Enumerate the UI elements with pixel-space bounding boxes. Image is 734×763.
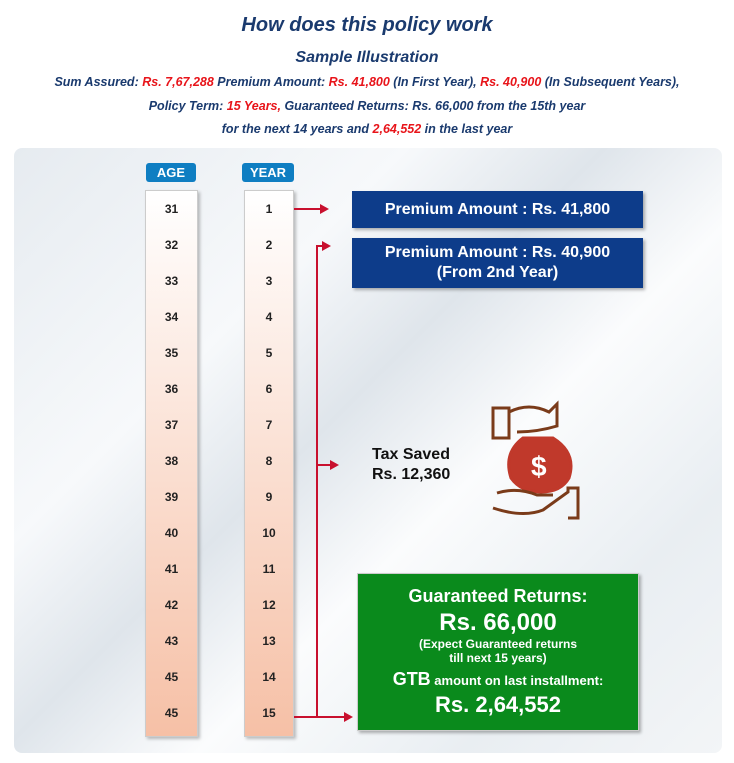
- age-cell: 40: [164, 526, 179, 540]
- premium-first-year-box: Premium Amount : Rs. 41,800: [352, 191, 643, 228]
- year-cell: 10: [262, 526, 276, 540]
- age-cell: 32: [164, 238, 179, 252]
- guaranteed-returns-box: Guaranteed Returns: Rs. 66,000 (Expect G…: [357, 573, 639, 731]
- tax-label: Tax Saved: [372, 446, 450, 463]
- year-cell: 2: [265, 238, 273, 252]
- arrow-icon: [344, 712, 353, 722]
- summary-line-1: Sum Assured: Rs. 7,67,288 Premium Amount…: [0, 75, 734, 89]
- tax-value: Rs. 12,360: [372, 466, 451, 483]
- premium2-note: (From 2nd Year): [436, 264, 559, 281]
- age-column: 31 32 33 34 35 36 37 38 39 40 41 42 43 45 45: [145, 190, 198, 737]
- connector-line: [294, 208, 320, 210]
- summary-segment: Policy Term:: [148, 99, 227, 113]
- year-cell: 12: [262, 598, 276, 612]
- year-cell: 5: [265, 346, 273, 360]
- arrow-icon: [320, 204, 329, 214]
- gtb-value: Rs. 2,64,552: [435, 692, 561, 717]
- connector-line: [316, 245, 318, 717]
- year-cell: 13: [262, 634, 276, 648]
- age-cell: 33: [164, 274, 179, 288]
- gr-title: Guaranteed Returns:: [408, 586, 588, 606]
- age-cell: 42: [164, 598, 179, 612]
- summary-segment: in the last year: [421, 122, 513, 136]
- tax-saved: Tax Saved Rs. 12,360: [372, 445, 450, 485]
- connector-line: [294, 716, 344, 718]
- age-cell: 45: [164, 706, 179, 720]
- age-cell: 34: [164, 310, 179, 324]
- age-cell: 45: [164, 670, 179, 684]
- summary-segment: (In First Year),: [389, 75, 481, 89]
- year-header: YEAR: [242, 163, 294, 182]
- gr-note-1: (Expect Guaranteed returns: [418, 637, 578, 651]
- year-cell: 9: [265, 490, 273, 504]
- year-cell: 14: [262, 670, 276, 684]
- summary-line-3: for the next 14 years and 2,64,552 in th…: [0, 122, 734, 136]
- year-column: 1 2 3 4 5 6 7 8 9 10 11 12 13 14 15: [244, 190, 294, 737]
- summary-segment: 2,64,552: [372, 122, 422, 136]
- summary-segment: Rs. 41,800: [328, 75, 390, 89]
- summary-segment: Sum Assured:: [54, 75, 143, 89]
- year-cell: 15: [262, 706, 276, 720]
- summary-segment: (In Subsequent Years),: [541, 75, 680, 89]
- age-cell: 36: [164, 382, 179, 396]
- summary-segment: Rs. 7,67,288: [142, 75, 214, 89]
- summary-segment: 15 Years,: [226, 99, 281, 113]
- summary-segment: Rs. 40,900: [480, 75, 542, 89]
- premium-subsequent-box: Premium Amount : Rs. 40,900 (From 2nd Ye…: [352, 238, 643, 288]
- age-cell: 43: [164, 634, 179, 648]
- gr-note-2: till next 15 years): [449, 651, 547, 665]
- summary-segment: Premium Amount:: [213, 75, 329, 89]
- arrow-icon: [322, 241, 331, 251]
- year-cell: 11: [262, 562, 276, 576]
- gtb-rest: amount on last installment:: [430, 673, 604, 688]
- connector-line: [316, 464, 330, 466]
- age-cell: 41: [164, 562, 179, 576]
- gr-value: Rs. 66,000: [439, 609, 557, 636]
- svg-text:$: $: [531, 451, 547, 482]
- premium2-label: Premium Amount : Rs. 40,900: [384, 244, 611, 261]
- year-cell: 4: [265, 310, 273, 324]
- age-header: AGE: [146, 163, 196, 182]
- age-cell: 37: [164, 418, 179, 432]
- summary-line-2: Policy Term: 15 Years, Guaranteed Return…: [0, 99, 734, 113]
- age-cell: 31: [164, 202, 179, 216]
- summary-segment: Guaranteed Returns: Rs. 66,000 from the …: [280, 99, 586, 113]
- age-cell: 38: [164, 454, 179, 468]
- page-title: How does this policy work: [241, 14, 493, 36]
- age-cell: 35: [164, 346, 179, 360]
- arrow-icon: [330, 460, 339, 470]
- year-cell: 3: [265, 274, 273, 288]
- year-cell: 6: [265, 382, 273, 396]
- gtb-label: GTB: [392, 669, 431, 689]
- year-cell: 7: [265, 418, 273, 432]
- year-cell: 8: [265, 454, 273, 468]
- money-bag-hand-icon: $: [491, 400, 580, 520]
- subtitle: Sample Illustration: [295, 49, 439, 66]
- summary-segment: for the next 14 years and: [221, 122, 373, 136]
- age-cell: 39: [164, 490, 179, 504]
- year-cell: 1: [265, 202, 273, 216]
